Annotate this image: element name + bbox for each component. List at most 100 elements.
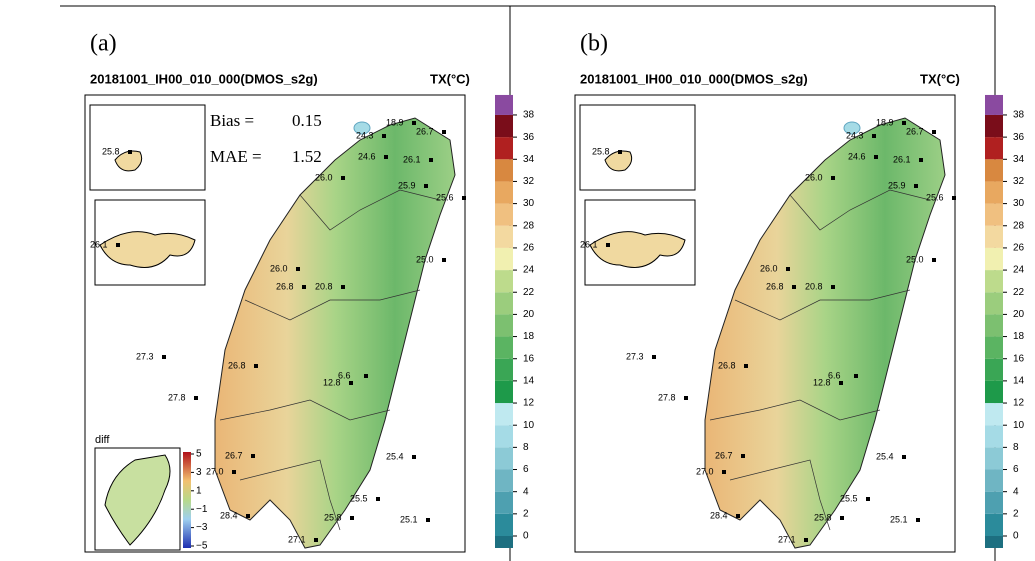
station-marker bbox=[792, 285, 796, 289]
station-value: 12.8 bbox=[813, 377, 831, 387]
colorbar-tick-label: 30 bbox=[1013, 198, 1025, 209]
colorbar-tick-label: 20 bbox=[1013, 309, 1025, 320]
station-marker bbox=[426, 518, 430, 522]
station-marker bbox=[736, 514, 740, 518]
diff-colorbar bbox=[183, 452, 191, 548]
station-value: 26.8 bbox=[276, 281, 294, 291]
station-marker bbox=[128, 150, 132, 154]
station-marker bbox=[194, 396, 198, 400]
map-title: 20181001_IH00_010_000(DMOS_s2g) bbox=[580, 71, 808, 86]
colorbar-segment bbox=[985, 137, 1003, 159]
station-value: 25.4 bbox=[386, 451, 404, 461]
colorbar-segment bbox=[985, 181, 1003, 203]
station-value: 26.0 bbox=[315, 172, 333, 182]
station-value: 26.8 bbox=[718, 360, 736, 370]
colorbar-segment bbox=[495, 337, 513, 359]
station-marker bbox=[246, 514, 250, 518]
station-value: 26.0 bbox=[805, 172, 823, 182]
diff-tick-label: −5 bbox=[196, 541, 208, 552]
station-value: 27.3 bbox=[136, 351, 154, 361]
station-value: 25.9 bbox=[398, 180, 416, 190]
station-value: 26.0 bbox=[270, 263, 288, 273]
colorbar-segment bbox=[985, 447, 1003, 469]
colorbar-segment bbox=[495, 470, 513, 492]
station-marker bbox=[652, 355, 656, 359]
station-value: 24.6 bbox=[848, 151, 866, 161]
station-value: 27.8 bbox=[168, 392, 186, 402]
station-value: 27.1 bbox=[778, 534, 796, 544]
station-value: 25.4 bbox=[876, 451, 894, 461]
colorbar-segment bbox=[495, 226, 513, 248]
station-value: 25.8 bbox=[814, 512, 832, 522]
colorbar-segment bbox=[985, 492, 1003, 514]
figure: (a)20181001_IH00_010_000(DMOS_s2g)TX(°C)… bbox=[0, 0, 1035, 561]
map-title: 20181001_IH00_010_000(DMOS_s2g) bbox=[90, 71, 318, 86]
colorbar-tick-label: 24 bbox=[523, 265, 535, 276]
colorbar-tick-label: 12 bbox=[1013, 398, 1025, 409]
station-marker bbox=[722, 470, 726, 474]
colorbar-segment bbox=[985, 204, 1003, 226]
colorbar-tick-label: 16 bbox=[1013, 353, 1025, 364]
diff-tick-label: −1 bbox=[196, 504, 208, 515]
colorbar-tick-label: 36 bbox=[1013, 132, 1025, 143]
station-value: 26.7 bbox=[225, 450, 243, 460]
colorbar-tick-label: 32 bbox=[523, 176, 535, 187]
station-marker bbox=[866, 497, 870, 501]
colorbar-tick-label: 32 bbox=[1013, 176, 1025, 187]
station-marker bbox=[786, 267, 790, 271]
colorbar-segment bbox=[495, 514, 513, 536]
station-value: 25.5 bbox=[840, 493, 858, 503]
station-value: 27.1 bbox=[288, 534, 306, 544]
station-value: 24.3 bbox=[846, 130, 864, 140]
mae-label: MAE = bbox=[210, 147, 262, 166]
station-value: 12.8 bbox=[323, 377, 341, 387]
colorbar-tick-label: 14 bbox=[1013, 376, 1025, 387]
station-value: 18.9 bbox=[386, 117, 404, 127]
colorbar-tick-label: 0 bbox=[523, 531, 529, 542]
diff-tick-label: 5 bbox=[196, 449, 202, 460]
colorbar-segment bbox=[985, 226, 1003, 248]
station-value: 24.3 bbox=[356, 130, 374, 140]
station-marker bbox=[804, 538, 808, 542]
station-marker bbox=[382, 134, 386, 138]
station-value: 28.4 bbox=[220, 510, 238, 520]
colorbar-segment bbox=[495, 359, 513, 381]
station-marker bbox=[116, 243, 120, 247]
station-marker bbox=[296, 267, 300, 271]
colorbar-tick-label: 8 bbox=[523, 442, 529, 453]
colorbar-tick-label: 12 bbox=[523, 398, 535, 409]
colorbar-segment bbox=[985, 470, 1003, 492]
colorbar-segment bbox=[985, 115, 1003, 137]
colorbar-segment bbox=[495, 248, 513, 270]
station-marker bbox=[162, 355, 166, 359]
station-marker bbox=[840, 516, 844, 520]
colorbar-tick-label: 26 bbox=[523, 243, 535, 254]
colorbar-tick-label: 24 bbox=[1013, 265, 1025, 276]
station-marker bbox=[839, 381, 843, 385]
station-value: 28.4 bbox=[710, 510, 728, 520]
station-marker bbox=[364, 374, 368, 378]
station-value: 26.0 bbox=[760, 263, 778, 273]
station-marker bbox=[741, 454, 745, 458]
station-value: 25.0 bbox=[906, 254, 924, 264]
station-value: 27.8 bbox=[658, 392, 676, 402]
unit-label: TX(°C) bbox=[430, 71, 470, 86]
station-value: 25.0 bbox=[416, 254, 434, 264]
station-marker bbox=[902, 121, 906, 125]
station-value: 25.6 bbox=[926, 192, 944, 202]
unit-label: TX(°C) bbox=[920, 71, 960, 86]
station-marker bbox=[854, 374, 858, 378]
station-marker bbox=[831, 285, 835, 289]
colorbar-tick-label: 2 bbox=[523, 508, 529, 519]
station-marker bbox=[916, 518, 920, 522]
colorbar-tick-label: 6 bbox=[523, 464, 529, 475]
colorbar-segment bbox=[495, 381, 513, 403]
station-marker bbox=[442, 130, 446, 134]
diff-tick-label: 1 bbox=[196, 485, 202, 496]
station-marker bbox=[254, 364, 258, 368]
colorbar-segment bbox=[495, 292, 513, 314]
colorbar-segment bbox=[495, 425, 513, 447]
station-value: 20.8 bbox=[315, 281, 333, 291]
station-marker bbox=[302, 285, 306, 289]
colorbar-segment bbox=[985, 514, 1003, 536]
